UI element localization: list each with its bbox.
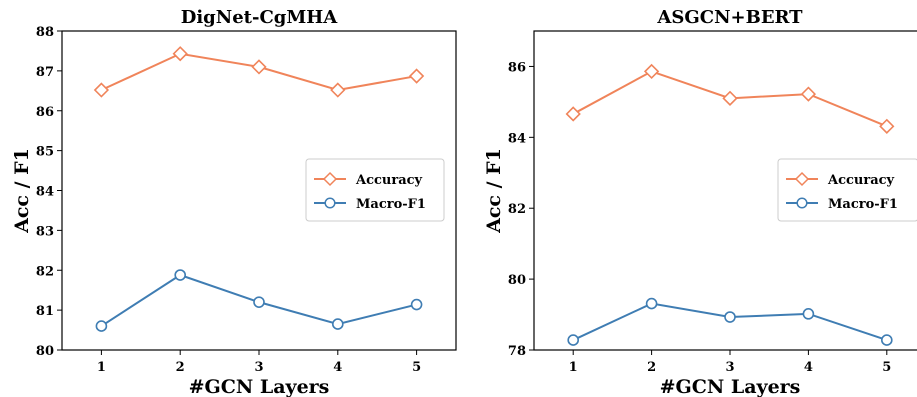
data-point-accuracy <box>330 82 346 98</box>
data-point-macro-f1 <box>410 298 423 311</box>
legend-marker-circle <box>796 197 808 209</box>
x-tick-label: 2 <box>647 360 656 375</box>
y-tick-label: 86 <box>36 105 54 120</box>
y-tick-label: 84 <box>508 131 526 146</box>
legend-label: Accuracy <box>827 173 895 188</box>
legend-label: Macro-F1 <box>356 197 426 212</box>
data-point-macro-f1 <box>802 308 815 320</box>
x-tick-label: 4 <box>333 360 342 375</box>
data-point-macro-f1 <box>567 334 580 346</box>
x-tick-label: 3 <box>254 360 263 375</box>
data-point-macro-f1 <box>95 320 108 332</box>
y-tick-label: 80 <box>508 273 526 288</box>
x-tick-label: 2 <box>176 360 185 375</box>
x-tick-label: 4 <box>804 360 813 375</box>
legend-box <box>777 158 917 222</box>
y-tick-label: 87 <box>36 65 54 80</box>
y-tick-label: 82 <box>508 202 526 217</box>
data-point-accuracy <box>172 46 188 62</box>
y-tick-label: 81 <box>36 304 54 319</box>
legend-marker-circle <box>324 197 336 209</box>
x-tick-label: 1 <box>97 360 106 375</box>
data-point-macro-f1 <box>880 334 893 346</box>
data-point-accuracy <box>879 118 895 134</box>
chart-asgcn-bert: ASGCN+BERT 1 2 3 4 5 78 80 82 84 86 #GCN Layers Acc … <box>483 7 917 397</box>
data-point-macro-f1 <box>724 311 736 323</box>
y-tick-label: 84 <box>36 185 54 200</box>
y-tick-label: 80 <box>36 344 54 359</box>
x-tick-label: 5 <box>412 360 421 375</box>
data-point-accuracy <box>251 59 267 75</box>
chart-dignet-cgmha: DigNet-CgMHA 1 2 3 4 5 80 81 82 83 84 85 86 87 88 #GCN … <box>11 7 457 397</box>
legend-marker-diamond <box>322 171 338 187</box>
legend-label: Accuracy <box>355 173 423 188</box>
y-axis-label: Acc / F1 <box>11 148 33 234</box>
data-point-accuracy <box>565 106 581 122</box>
data-point-macro-f1 <box>253 296 265 308</box>
x-axis-label: #GCN Layers <box>189 376 330 397</box>
data-point-accuracy <box>643 63 660 80</box>
y-tick-label: 85 <box>36 145 54 160</box>
y-tick-label: 78 <box>508 344 526 359</box>
y-tick-label: 88 <box>36 25 54 40</box>
y-tick-label: 82 <box>36 264 54 279</box>
y-axis-label: Acc / F1 <box>483 148 505 234</box>
chart-title: DigNet-CgMHA <box>181 7 339 28</box>
legend-label: Macro-F1 <box>828 197 898 212</box>
x-tick-label: 3 <box>725 360 734 375</box>
chart-title: ASGCN+BERT <box>656 7 803 28</box>
x-axis-label: #GCN Layers <box>660 376 801 397</box>
legend-marker-diamond <box>794 171 810 187</box>
data-point-accuracy <box>800 86 817 102</box>
data-point-accuracy <box>408 68 425 84</box>
y-tick-label: 86 <box>508 60 526 75</box>
data-point-macro-f1 <box>174 269 186 281</box>
data-point-macro-f1 <box>645 297 658 310</box>
x-tick-label: 5 <box>882 360 891 375</box>
y-tick-label: 83 <box>36 224 54 239</box>
x-tick-label: 1 <box>569 360 578 375</box>
data-point-accuracy <box>722 90 738 106</box>
data-point-macro-f1 <box>331 318 344 330</box>
legend-box <box>305 158 445 222</box>
data-point-accuracy <box>93 82 110 98</box>
